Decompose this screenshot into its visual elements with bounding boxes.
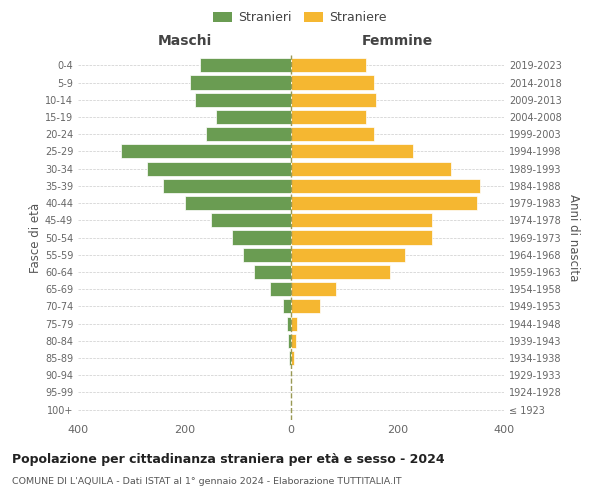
Bar <box>195 92 291 107</box>
Text: Femmine: Femmine <box>362 34 433 48</box>
Bar <box>243 248 291 262</box>
Bar <box>291 162 451 175</box>
Bar <box>283 300 291 314</box>
Bar <box>291 316 298 330</box>
Bar <box>147 162 291 175</box>
Bar <box>289 351 291 365</box>
Bar <box>291 110 365 124</box>
Bar <box>291 58 365 72</box>
Bar <box>291 213 432 228</box>
Bar <box>206 127 291 142</box>
Bar <box>211 213 291 228</box>
Bar <box>291 300 320 314</box>
Bar <box>291 196 478 210</box>
Bar <box>163 179 291 193</box>
Bar <box>291 127 374 142</box>
Bar <box>291 248 406 262</box>
Y-axis label: Fasce di età: Fasce di età <box>29 202 42 272</box>
Bar <box>200 58 291 72</box>
Bar <box>232 230 291 244</box>
Legend: Stranieri, Straniere: Stranieri, Straniere <box>208 6 392 29</box>
Bar <box>291 76 374 90</box>
Bar <box>185 196 291 210</box>
Bar <box>287 316 291 330</box>
Bar <box>291 179 480 193</box>
Bar <box>291 351 293 365</box>
Bar <box>291 282 336 296</box>
Text: COMUNE DI L'AQUILA - Dati ISTAT al 1° gennaio 2024 - Elaborazione TUTTITALIA.IT: COMUNE DI L'AQUILA - Dati ISTAT al 1° ge… <box>12 478 401 486</box>
Bar <box>190 76 291 90</box>
Bar <box>217 110 291 124</box>
Bar <box>254 265 291 279</box>
Text: Maschi: Maschi <box>157 34 212 48</box>
Y-axis label: Anni di nascita: Anni di nascita <box>567 194 580 281</box>
Bar <box>121 144 291 158</box>
Bar <box>291 144 413 158</box>
Bar <box>291 92 376 107</box>
Bar <box>291 230 432 244</box>
Bar <box>288 334 291 348</box>
Bar <box>270 282 291 296</box>
Bar <box>291 265 389 279</box>
Text: Popolazione per cittadinanza straniera per età e sesso - 2024: Popolazione per cittadinanza straniera p… <box>12 452 445 466</box>
Bar <box>291 334 296 348</box>
